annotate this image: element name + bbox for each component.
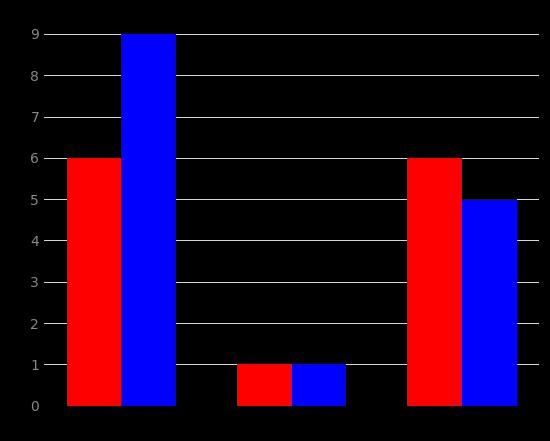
Bar: [237, 364, 292, 406]
Bar: [462, 199, 516, 406]
Bar: [292, 364, 346, 406]
Bar: [67, 158, 121, 406]
Bar: [121, 34, 175, 406]
Bar: [408, 158, 462, 406]
